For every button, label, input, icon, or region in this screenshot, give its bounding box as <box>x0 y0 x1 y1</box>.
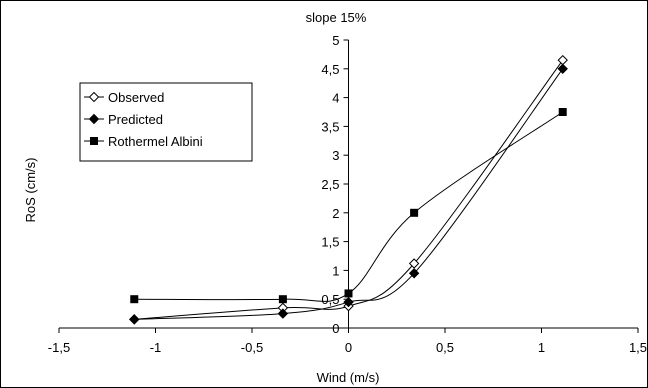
y-tick-label: 1,5 <box>321 235 339 250</box>
legend-items: Observed Predicted Rothermel Albini <box>84 90 203 149</box>
series-line-observed <box>134 59 564 320</box>
series-rothermel-albini <box>130 108 567 304</box>
data-point-rothermel-albini <box>410 208 419 217</box>
y-tick-label: 3 <box>332 148 339 163</box>
legend-marker <box>88 91 100 103</box>
legend-box <box>79 82 253 162</box>
legend-marker <box>90 137 98 145</box>
data-point-rothermel-albini <box>278 295 287 304</box>
y-tick-label: 3,5 <box>321 119 339 134</box>
data-point-rothermel-albini <box>558 108 567 116</box>
x-tick-label: -1,5 <box>48 340 70 355</box>
legend-label: Rothermel Albini <box>108 134 203 149</box>
legend-item-predicted: Predicted <box>84 112 163 127</box>
chart-title: slope 15% <box>306 10 367 25</box>
y-tick-label: 2,5 <box>321 177 339 192</box>
x-axis-label: Wind (m/s) <box>317 370 380 385</box>
legend-marker <box>88 113 100 125</box>
data-point-predicted <box>557 63 568 75</box>
series-layer <box>129 54 568 325</box>
data-point-predicted <box>129 314 140 325</box>
y-tick-label: 5 <box>332 33 339 48</box>
y-tick-label: 0 <box>332 321 339 336</box>
data-point-predicted <box>343 296 354 308</box>
x-tick-label: 1 <box>538 340 545 355</box>
axes: -1,5 -1 -0,5 0 0,5 1 1,5 0 0,5 1 1,5 2 2,5 3 3,5 4 4,5 5 <box>48 33 647 355</box>
data-point-observed <box>408 258 420 269</box>
x-tick-label: -1 <box>150 340 162 355</box>
data-point-rothermel-albini <box>344 289 353 298</box>
legend-label: Observed <box>108 90 164 105</box>
x-tick-label: 1,5 <box>629 340 647 355</box>
y-tick-label: 4 <box>332 91 339 106</box>
legend-item-rothermel-albini: Rothermel Albini <box>84 134 203 149</box>
y-axis-label: RoS (cm/s) <box>23 158 38 223</box>
x-tick-label: 0,5 <box>436 340 454 355</box>
x-tick-label: 0 <box>345 340 352 355</box>
y-tick-label: 2 <box>332 206 339 221</box>
data-point-predicted <box>277 308 289 319</box>
y-tick-label: 0,5 <box>321 292 339 307</box>
series-predicted <box>129 63 568 325</box>
legend: Observed Predicted Rothermel Albini <box>79 82 253 162</box>
legend-label: Predicted <box>108 112 163 127</box>
x-tick-label: -0,5 <box>241 340 263 355</box>
data-point-rothermel-albini <box>130 295 139 304</box>
y-tick-label: 4,5 <box>321 62 339 77</box>
y-tick-label: 1 <box>332 263 339 278</box>
series-line-predicted <box>134 68 564 320</box>
data-point-predicted <box>408 268 420 279</box>
legend-item-observed: Observed <box>84 90 164 105</box>
